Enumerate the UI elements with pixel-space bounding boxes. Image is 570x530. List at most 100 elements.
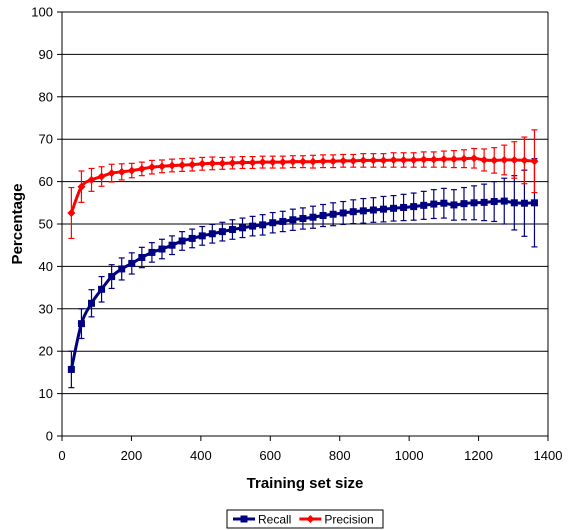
data-point [158, 245, 166, 253]
data-point [148, 248, 156, 256]
data-point [449, 155, 458, 164]
legend-marker [240, 515, 248, 523]
data-point [400, 203, 408, 211]
data-point [208, 159, 217, 168]
data-point [520, 156, 529, 165]
legend-label: Precision [324, 513, 373, 527]
data-point [258, 158, 267, 167]
data-point [390, 204, 398, 212]
data-point [268, 158, 277, 167]
x-tick-label: 1200 [464, 448, 493, 463]
data-point [238, 158, 247, 167]
data-point [259, 221, 267, 229]
data-point [128, 259, 136, 267]
data-point [419, 155, 428, 164]
data-point [319, 157, 328, 166]
data-point [359, 156, 368, 165]
y-tick-label: 20 [39, 344, 53, 359]
data-point [470, 154, 479, 163]
data-point [430, 200, 438, 208]
data-point [107, 169, 116, 178]
data-point [410, 203, 418, 211]
y-tick-label: 100 [31, 5, 53, 20]
data-point [67, 208, 76, 217]
data-point [289, 216, 297, 224]
data-point [98, 285, 106, 293]
data-point [339, 209, 347, 217]
data-point [178, 161, 187, 170]
y-tick-label: 70 [39, 132, 53, 147]
legend-marker [306, 515, 315, 523]
data-point [510, 155, 519, 164]
data-point [329, 157, 338, 166]
data-point [480, 155, 489, 164]
data-point [359, 207, 367, 215]
data-point [520, 199, 528, 207]
x-tick-label: 600 [259, 448, 281, 463]
data-point [470, 199, 478, 207]
data-point [319, 212, 327, 220]
data-point [168, 161, 177, 170]
x-tick-label: 0 [58, 448, 65, 463]
data-point [127, 166, 136, 175]
data-point [379, 156, 388, 165]
data-point [369, 206, 377, 214]
series-recall [67, 158, 538, 389]
data-point [67, 365, 75, 373]
y-tick-label: 40 [39, 259, 53, 274]
data-point [138, 253, 146, 261]
data-point [460, 200, 468, 208]
data-point [228, 226, 236, 234]
y-tick-label: 60 [39, 174, 53, 189]
y-tick-label: 80 [39, 89, 53, 104]
data-point [77, 182, 86, 191]
legend: Recall Precision [226, 509, 384, 529]
data-point [500, 197, 508, 205]
data-point [117, 167, 126, 176]
gridlines [62, 11, 548, 437]
series-precision [67, 129, 539, 240]
data-point [439, 155, 448, 164]
data-point [147, 163, 156, 172]
data-point [218, 159, 227, 168]
data-point [490, 198, 498, 206]
data-point [87, 175, 96, 184]
data-point [77, 320, 85, 328]
data-point [278, 158, 287, 167]
data-point [88, 299, 96, 307]
data-point [389, 155, 398, 164]
data-point [168, 241, 176, 249]
data-point [510, 199, 518, 207]
data-point [178, 237, 186, 245]
y-tick-label: 10 [39, 386, 53, 401]
data-point [228, 158, 237, 167]
data-point [198, 159, 207, 168]
x-tick-label: 400 [190, 448, 212, 463]
data-point [530, 157, 539, 166]
data-point [440, 199, 448, 207]
data-point [208, 230, 216, 238]
x-tick-label: 800 [329, 448, 351, 463]
data-point [369, 156, 378, 165]
data-point [118, 265, 126, 273]
data-point [299, 214, 307, 222]
x-tick-label: 200 [121, 448, 143, 463]
data-point [379, 205, 387, 213]
data-point [349, 208, 357, 216]
data-point [329, 210, 337, 218]
data-point [298, 157, 307, 166]
data-point [409, 155, 418, 164]
x-tick-label: 1400 [534, 448, 563, 463]
axes [57, 11, 549, 441]
data-point [188, 160, 197, 169]
data-point [218, 228, 226, 236]
data-point [157, 162, 166, 171]
data-point [399, 155, 408, 164]
data-point [279, 217, 287, 225]
x-tick-label: 1000 [395, 448, 424, 463]
data-point [188, 234, 196, 242]
data-point [429, 155, 438, 164]
data-point [248, 158, 257, 167]
data-point [420, 201, 428, 209]
